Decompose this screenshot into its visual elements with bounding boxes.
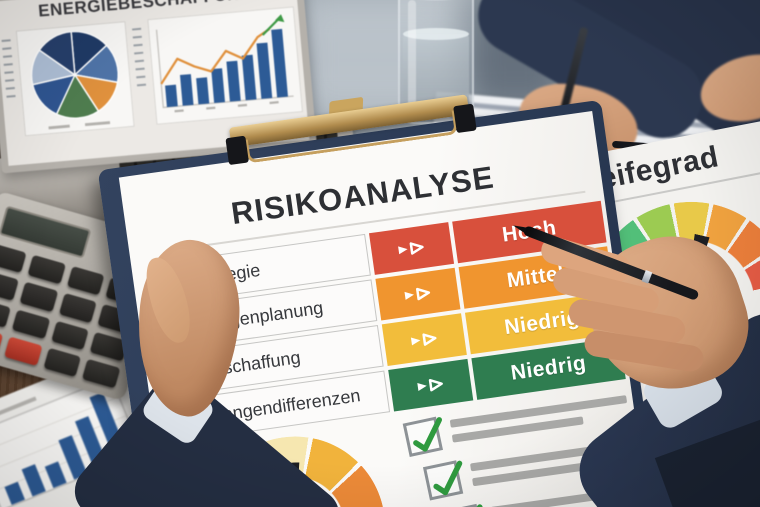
clipboard: RISIKOANALYSE Strategie Hoch Mengenplanu… <box>97 66 662 507</box>
checkbox <box>402 416 444 457</box>
trend-cell <box>375 267 461 321</box>
clipboard-checklist <box>402 386 666 507</box>
checklist-item <box>402 388 652 457</box>
risk-arrow-icon <box>417 378 443 392</box>
bar-chart <box>146 6 303 125</box>
clipboard-bottom-section: Reifegrad <box>186 388 662 507</box>
pie-chart <box>16 21 135 137</box>
calculator-key-red <box>0 324 3 355</box>
trend-cell <box>368 222 455 275</box>
table-row: Beschaffung Niedrig <box>183 291 624 394</box>
water-surface <box>403 28 469 40</box>
slide-charts <box>1 6 303 137</box>
laptop-screen: ENERGIEBESCHAFFUNG <box>0 0 317 174</box>
check-icon <box>453 504 483 507</box>
glass-highlight <box>408 0 416 110</box>
trend-cell <box>381 313 467 366</box>
table-row: Strategie Hoch <box>170 200 611 303</box>
calculator-key <box>0 297 11 328</box>
risk-level-text: Niedrig <box>509 351 588 385</box>
clip-pad <box>453 103 477 134</box>
checklist-item <box>422 434 658 501</box>
calculator-key <box>58 293 97 323</box>
check-icon <box>413 417 443 452</box>
calculator-key <box>19 281 58 312</box>
laptop: ENERGIEBESCHAFFUNG <box>0 0 368 257</box>
clip-pad <box>225 135 249 166</box>
risk-arrow-icon <box>410 333 437 346</box>
check-icon <box>433 460 463 496</box>
pen-silver-ring <box>641 269 653 284</box>
risk-arrow-icon <box>404 287 431 301</box>
calculator-key <box>11 309 50 339</box>
calculator-key <box>0 270 19 301</box>
calculator-key <box>50 320 90 350</box>
table-row: Mengendifferenzen Niedrig <box>190 337 630 440</box>
trend-cell <box>388 358 474 412</box>
risk-analysis-sheet: RISIKOANALYSE Strategie Hoch Mengenplanu… <box>118 111 662 507</box>
risk-arrow-icon <box>398 242 424 255</box>
table-row: Mengenplanung Mittel <box>177 246 617 349</box>
risk-table: Strategie Hoch Mengenplanung Mittel Besc… <box>170 200 630 440</box>
checkbox <box>422 460 464 501</box>
